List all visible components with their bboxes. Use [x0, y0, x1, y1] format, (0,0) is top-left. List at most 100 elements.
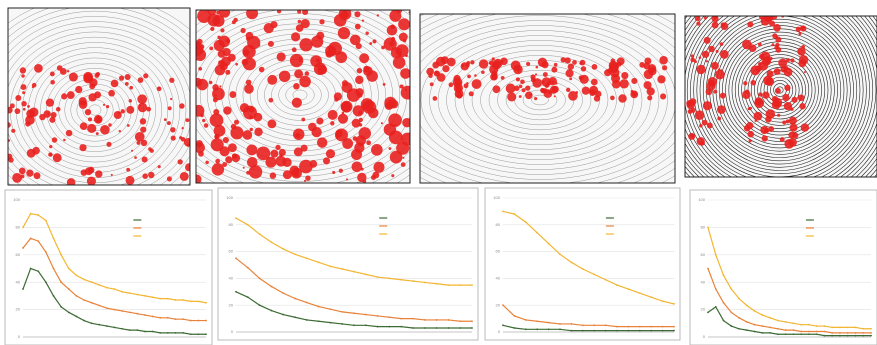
urban-patch [223, 48, 231, 56]
data-point [839, 335, 841, 337]
urban-patch [87, 177, 96, 186]
urban-patch [610, 96, 615, 101]
data-point [400, 279, 402, 281]
urban-patch [721, 22, 725, 26]
data-point [785, 321, 787, 323]
urban-patch [341, 11, 349, 19]
data-point [707, 311, 709, 313]
urban-patch [249, 165, 262, 178]
urban-patch [355, 76, 363, 84]
urban-patch [34, 172, 41, 179]
urban-patch [210, 113, 224, 127]
data-point [318, 306, 320, 308]
urban-patch [472, 79, 482, 89]
urban-patch [758, 42, 762, 46]
data-point [559, 323, 561, 325]
urban-patch [138, 77, 144, 83]
urban-patch [129, 86, 133, 90]
urban-patch [780, 137, 785, 142]
urban-patch [555, 82, 557, 84]
data-point [53, 268, 55, 270]
urban-patch [630, 90, 638, 98]
urban-patch [291, 32, 300, 41]
urban-patch [170, 127, 175, 132]
data-point [502, 211, 504, 213]
data-point [777, 320, 779, 322]
urban-patch [80, 122, 88, 130]
urban-patch [293, 171, 299, 177]
urban-patch [400, 68, 411, 79]
urban-patch [67, 91, 75, 99]
data-point [593, 273, 595, 275]
urban-patch [579, 75, 584, 80]
data-point [754, 331, 756, 333]
urban-patch [43, 110, 50, 117]
data-point [190, 333, 192, 335]
y-tick-label: 20 [229, 302, 234, 307]
data-point [605, 279, 607, 281]
urban-patch [225, 156, 232, 163]
urban-patch [551, 81, 554, 84]
data-point [318, 320, 320, 322]
urban-patch [12, 173, 22, 183]
figure: 0204060801000204060801000204060801000204… [0, 0, 877, 345]
urban-patch [507, 92, 516, 101]
urban-patch [267, 119, 276, 128]
urban-patch [212, 87, 225, 100]
data-point [330, 308, 332, 310]
y-tick-label: 80 [496, 222, 501, 227]
urban-patch [100, 125, 110, 135]
urban-patch [501, 76, 505, 80]
urban-patch [371, 144, 383, 156]
data-point [129, 292, 131, 294]
data-point [761, 325, 763, 327]
urban-patch [83, 72, 93, 82]
data-point [412, 327, 414, 329]
urban-patch [254, 128, 262, 136]
data-point [628, 330, 630, 332]
data-point [730, 288, 732, 290]
urban-patch [519, 85, 522, 88]
urban-patch [95, 117, 101, 123]
data-point [75, 274, 77, 276]
data-point [294, 316, 296, 318]
urban-patch [742, 90, 751, 99]
data-point [616, 326, 618, 328]
data-point [459, 284, 461, 286]
urban-patch [23, 108, 26, 111]
urban-patch [568, 91, 578, 101]
data-point [514, 213, 516, 215]
urban-patch [702, 120, 708, 126]
urban-patch [140, 118, 146, 124]
data-point [769, 327, 771, 329]
data-point [30, 268, 32, 270]
urban-patch [50, 80, 55, 85]
data-point [870, 332, 872, 334]
urban-patch [169, 78, 174, 83]
urban-patch [696, 65, 705, 74]
data-point [847, 327, 849, 329]
y-tick-label: 100 [226, 195, 233, 200]
urban-patch [108, 123, 111, 126]
urban-patch [798, 60, 806, 68]
urban-patch [168, 106, 172, 110]
urban-patch [792, 133, 798, 139]
data-point [377, 276, 379, 278]
urban-patch [369, 42, 372, 45]
urban-patch [310, 160, 318, 168]
urban-patch [354, 11, 360, 17]
data-point [98, 324, 100, 326]
urban-patch [226, 39, 230, 43]
data-point [330, 265, 332, 267]
urban-patch [434, 70, 440, 76]
data-point [628, 326, 630, 328]
urban-patch [775, 47, 781, 53]
data-point [60, 281, 62, 283]
data-point [525, 221, 527, 223]
urban-patch [304, 180, 306, 182]
urban-patch [125, 74, 131, 80]
data-point [650, 326, 652, 328]
data-point [424, 319, 426, 321]
data-point [746, 321, 748, 323]
data-point [205, 320, 207, 322]
